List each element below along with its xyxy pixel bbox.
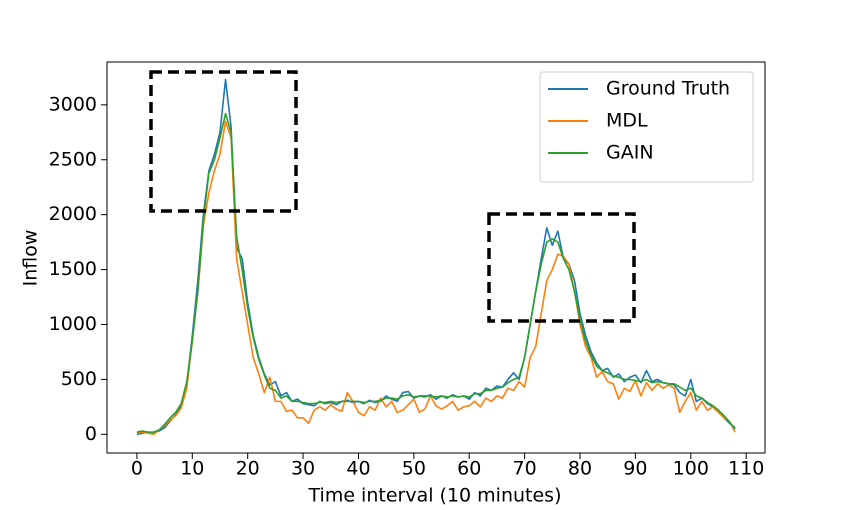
- y-tick-label: 0: [85, 423, 97, 445]
- y-tick-label: 500: [61, 368, 97, 390]
- x-tick-label: 10: [180, 458, 204, 480]
- y-tick-label: 1500: [49, 258, 97, 280]
- x-tick-label: 70: [513, 458, 537, 480]
- x-tick-label: 50: [402, 458, 426, 480]
- highlight-box: [149, 70, 298, 213]
- x-tick-label: 90: [623, 458, 647, 480]
- y-tick-label: 2000: [49, 203, 97, 225]
- axes-frame: [106, 61, 766, 454]
- legend-label: MDL: [606, 110, 648, 132]
- y-tick-label: 3000: [49, 93, 97, 115]
- y-tick-label: 1000: [49, 313, 97, 335]
- legend-box: [539, 71, 754, 183]
- x-tick-label: 40: [346, 458, 370, 480]
- legend-label: GAIN: [606, 142, 654, 164]
- x-tick-label: 80: [568, 458, 592, 480]
- x-tick-label: 60: [457, 458, 481, 480]
- legend: Ground Truth MDL GAIN: [539, 71, 754, 183]
- legend-label: Ground Truth: [606, 78, 730, 100]
- x-tick-label: 20: [236, 458, 260, 480]
- series-line: [136, 112, 736, 433]
- highlight-box: [487, 212, 636, 323]
- x-tick-label: 30: [291, 458, 315, 480]
- x-tick-label: 100: [673, 458, 709, 480]
- y-axis-label: Inflow: [20, 230, 42, 287]
- x-tick-label: 0: [131, 458, 143, 480]
- x-tick-label: 110: [728, 458, 764, 480]
- y-tick-label: 2500: [49, 148, 97, 170]
- x-axis-label: Time interval (10 minutes): [308, 485, 562, 507]
- plot-area: [136, 78, 736, 436]
